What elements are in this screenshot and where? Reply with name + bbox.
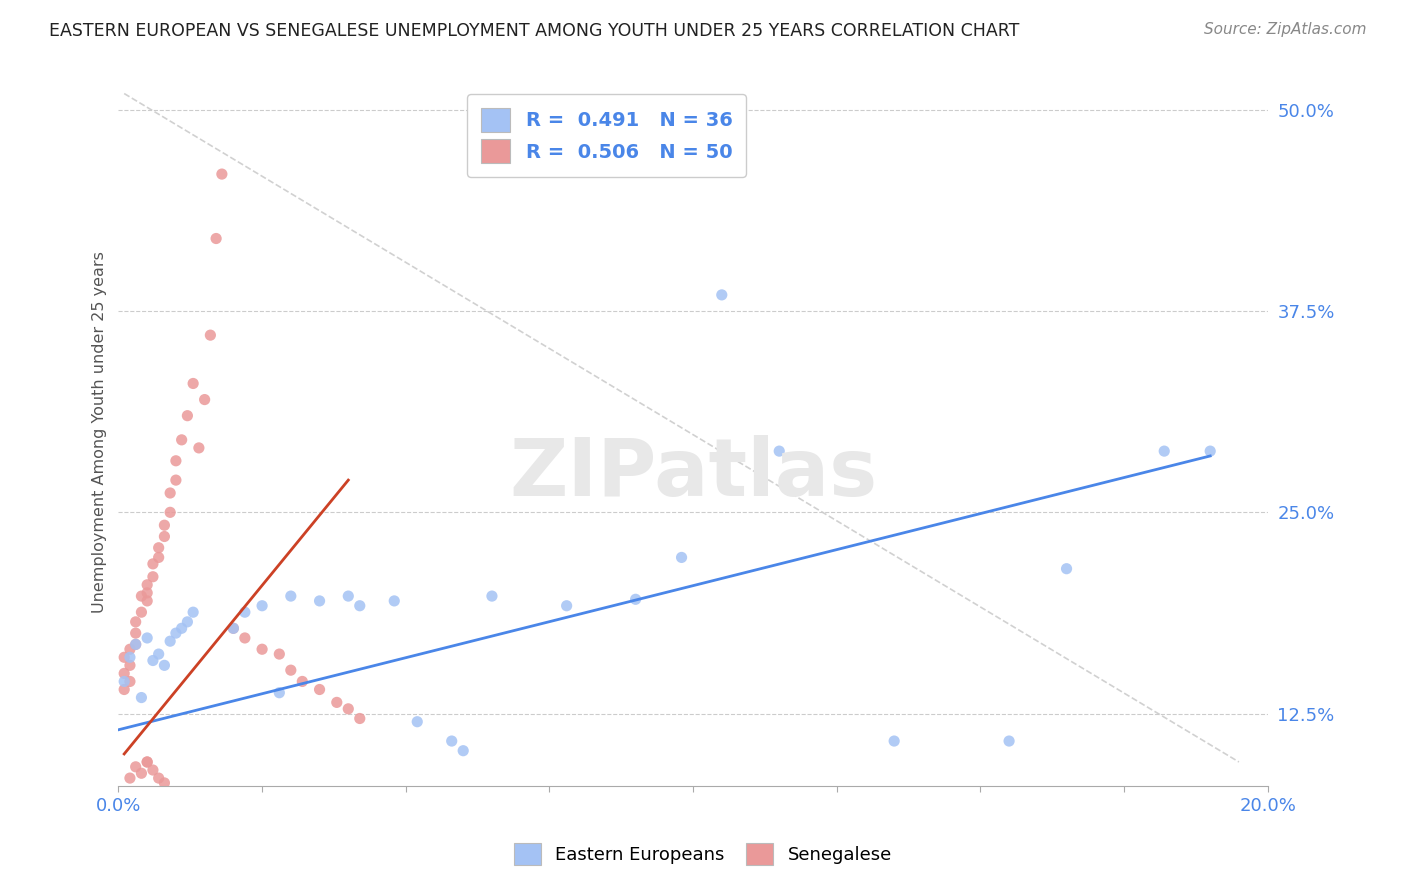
Point xyxy=(159,505,181,519)
Point xyxy=(181,376,204,391)
Point xyxy=(176,615,198,629)
Point xyxy=(142,557,165,571)
Point xyxy=(269,686,291,700)
Point xyxy=(233,605,256,619)
Point xyxy=(159,634,181,648)
Point xyxy=(451,744,474,758)
Point xyxy=(125,760,148,774)
Point xyxy=(440,734,463,748)
Point xyxy=(170,621,193,635)
Point xyxy=(308,682,330,697)
Point xyxy=(125,637,148,651)
Point xyxy=(555,599,578,613)
Point xyxy=(181,605,204,619)
Point xyxy=(222,621,245,635)
Point xyxy=(112,666,135,681)
Point xyxy=(136,631,159,645)
Point xyxy=(136,594,159,608)
Point xyxy=(211,167,233,181)
Point xyxy=(136,755,159,769)
Point xyxy=(1056,562,1078,576)
Point xyxy=(136,586,159,600)
Point xyxy=(1153,444,1175,458)
Point xyxy=(159,486,181,500)
Point xyxy=(153,776,176,790)
Point xyxy=(280,589,302,603)
Point xyxy=(153,518,176,533)
Point xyxy=(112,674,135,689)
Point xyxy=(170,433,193,447)
Point xyxy=(125,637,148,651)
Point xyxy=(125,626,148,640)
Point xyxy=(250,599,273,613)
Point xyxy=(165,454,187,468)
Point xyxy=(280,663,302,677)
Point xyxy=(142,653,165,667)
Point xyxy=(131,605,153,619)
Point xyxy=(153,658,176,673)
Point xyxy=(308,594,330,608)
Point xyxy=(136,578,159,592)
Point xyxy=(131,766,153,780)
Point xyxy=(768,444,790,458)
Point xyxy=(176,409,198,423)
Legend: Eastern Europeans, Senegalese: Eastern Europeans, Senegalese xyxy=(506,836,900,872)
Point xyxy=(142,570,165,584)
Point xyxy=(337,702,360,716)
Point xyxy=(883,734,905,748)
Point xyxy=(998,734,1021,748)
Point xyxy=(326,695,349,709)
Point xyxy=(205,231,228,245)
Point xyxy=(142,763,165,777)
Point xyxy=(148,541,170,555)
Point xyxy=(125,615,148,629)
Point xyxy=(1199,444,1222,458)
Text: ZIPatlas: ZIPatlas xyxy=(509,435,877,513)
Point xyxy=(269,647,291,661)
Point xyxy=(153,529,176,543)
Point xyxy=(165,473,187,487)
Point xyxy=(291,674,314,689)
Point xyxy=(233,631,256,645)
Point xyxy=(222,621,245,635)
Point xyxy=(118,771,141,785)
Point xyxy=(349,599,371,613)
Point xyxy=(148,647,170,661)
Legend: R =  0.491   N = 36, R =  0.506   N = 50: R = 0.491 N = 36, R = 0.506 N = 50 xyxy=(467,95,747,177)
Point xyxy=(187,441,209,455)
Point xyxy=(194,392,217,407)
Point xyxy=(118,642,141,657)
Point xyxy=(710,288,733,302)
Point xyxy=(112,682,135,697)
Point xyxy=(131,589,153,603)
Point xyxy=(148,771,170,785)
Point xyxy=(165,626,187,640)
Point xyxy=(136,755,159,769)
Point xyxy=(118,674,141,689)
Point xyxy=(671,550,693,565)
Y-axis label: Unemployment Among Youth under 25 years: Unemployment Among Youth under 25 years xyxy=(93,251,107,613)
Point xyxy=(200,328,222,343)
Point xyxy=(349,711,371,725)
Point xyxy=(118,658,141,673)
Point xyxy=(131,690,153,705)
Text: EASTERN EUROPEAN VS SENEGALESE UNEMPLOYMENT AMONG YOUTH UNDER 25 YEARS CORRELATI: EASTERN EUROPEAN VS SENEGALESE UNEMPLOYM… xyxy=(49,22,1019,40)
Text: Source: ZipAtlas.com: Source: ZipAtlas.com xyxy=(1204,22,1367,37)
Point xyxy=(481,589,503,603)
Point xyxy=(250,642,273,657)
Point xyxy=(118,650,141,665)
Point xyxy=(337,589,360,603)
Point xyxy=(112,650,135,665)
Point xyxy=(624,592,647,607)
Point xyxy=(406,714,429,729)
Point xyxy=(382,594,405,608)
Point xyxy=(148,550,170,565)
